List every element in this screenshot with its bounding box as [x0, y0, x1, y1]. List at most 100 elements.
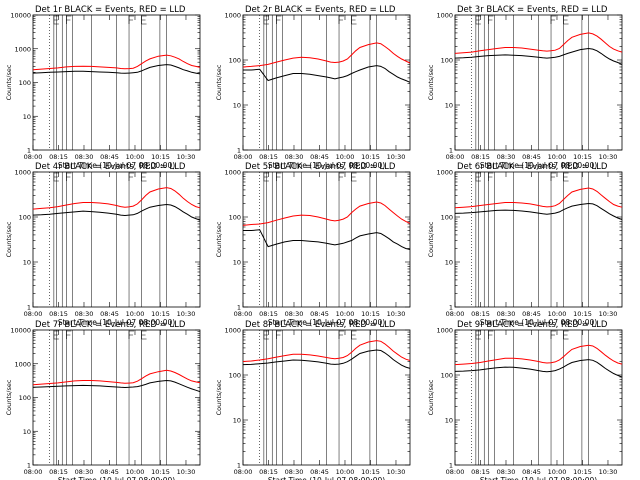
lld-series-line: [454, 187, 623, 209]
lld-series-line: [242, 42, 411, 68]
y-tick-label: 1: [449, 304, 453, 312]
mark-E: [141, 172, 147, 182]
mark-E: [563, 172, 569, 182]
events-series-line: [454, 202, 623, 220]
x-tick-label: 08:00: [234, 153, 253, 161]
x-tick-label: 08:30: [285, 310, 304, 318]
mark-F: [276, 330, 282, 339]
x-tick-label: 10:15: [573, 310, 592, 318]
y-tick-label: 100: [19, 394, 31, 402]
mark-F: [276, 15, 282, 24]
x-tick-label: 10:15: [361, 310, 380, 318]
panel-title: Det 9r BLACK = Events, RED = LLD: [457, 320, 608, 330]
x-tick-label: 08:45: [522, 153, 541, 161]
y-tick-label: 10: [233, 417, 241, 425]
mark-E: [53, 15, 59, 25]
panel-title: Det 2r BLACK = Events, RED = LLD: [245, 5, 396, 15]
mark-F: [276, 172, 282, 181]
y-tick-label: 1: [27, 304, 31, 312]
mark-E: [53, 330, 59, 340]
x-tick-label: 08:45: [522, 310, 541, 318]
events-series-line: [32, 64, 201, 75]
x-axis-label: Start Time (10-Jul-07 08:00:00): [58, 476, 175, 480]
panel-title: Det 4r BLACK = Events, RED = LLD: [35, 162, 186, 172]
panel-5: Det 5r BLACK = Events, RED = LLD 1 10 100 10…: [215, 162, 411, 327]
mark-E: [263, 15, 269, 25]
mark-E: [475, 15, 481, 25]
x-tick-label: 08:15: [471, 468, 490, 476]
x-tick-label: 08:00: [446, 310, 465, 318]
lld-series-line: [32, 369, 201, 386]
mark-F: [128, 330, 135, 339]
x-tick-label: 08:00: [24, 153, 43, 161]
x-tick-label: 10:15: [573, 468, 592, 476]
x-axis-label: Start Time (10-Jul-07 08:00:00): [480, 161, 597, 170]
y-tick-label: 100: [441, 214, 453, 222]
x-tick-label: 08:00: [446, 153, 465, 161]
y-axis-label: Counts/sec: [5, 221, 13, 257]
panel-9: Det 9r BLACK = Events, RED = LLD 1 10 100 10…: [427, 320, 623, 480]
mark-F: [550, 15, 557, 24]
mark-F: [66, 172, 72, 181]
events-series-line: [243, 229, 411, 250]
x-tick-label: 08:15: [49, 468, 68, 476]
panel-4: Det 4r BLACK = Events, RED = LLD 1 10 100 10…: [5, 162, 201, 327]
mark-F: [550, 330, 557, 339]
y-tick-label: 1000: [436, 12, 453, 20]
lld-series-line: [242, 201, 411, 226]
mark-F: [128, 172, 135, 181]
y-axis-label: Counts/sec: [215, 379, 223, 415]
lld-series-line: [242, 340, 411, 362]
x-tick-label: 10:30: [177, 310, 196, 318]
x-tick-label: 08:15: [471, 153, 490, 161]
x-tick-label: 08:15: [49, 153, 68, 161]
x-tick-label: 10:30: [177, 468, 196, 476]
y-tick-label: 10: [445, 417, 453, 425]
mark-E: [563, 15, 569, 25]
panel-6: Det 6r BLACK = Events, RED = LLD 1 10 100 10…: [427, 162, 623, 327]
x-tick-label: 10:00: [126, 310, 145, 318]
events-series-line: [454, 47, 623, 65]
y-tick-label: 10: [233, 102, 241, 110]
y-tick-label: 1000: [14, 169, 31, 177]
x-tick-label: 10:15: [361, 153, 380, 161]
x-tick-label: 10:15: [151, 310, 170, 318]
x-axis-label: Start Time (10-Jul-07 08:00:00): [58, 161, 175, 170]
mark-F: [488, 330, 494, 339]
x-tick-label: 10:30: [599, 153, 618, 161]
y-axis-label: Counts/sec: [427, 64, 435, 100]
y-tick-label: 1000: [224, 327, 241, 335]
y-tick-label: 10: [23, 113, 31, 121]
mark-F: [338, 15, 345, 24]
x-tick-label: 10:15: [151, 153, 170, 161]
mark-E: [351, 330, 357, 340]
x-tick-label: 08:15: [259, 153, 278, 161]
panel-title: Det 3r BLACK = Events, RED = LLD: [457, 5, 608, 15]
x-axis-label: Start Time (10-Jul-07 08:00:00): [268, 476, 385, 480]
y-tick-label: 1000: [14, 360, 31, 368]
y-tick-label: 1: [27, 147, 31, 155]
x-tick-label: 08:00: [446, 468, 465, 476]
x-axis-label: Start Time (10-Jul-07 08:00:00): [58, 318, 175, 327]
x-tick-label: 10:00: [336, 468, 355, 476]
x-tick-label: 10:00: [336, 310, 355, 318]
x-tick-label: 08:30: [497, 310, 516, 318]
panel-title: Det 6r BLACK = Events, RED = LLD: [457, 162, 608, 172]
y-axis-label: Counts/sec: [5, 379, 13, 415]
y-tick-label: 100: [19, 214, 31, 222]
events-series-line: [32, 379, 201, 393]
mark-F: [488, 15, 494, 24]
y-axis-label: Counts/sec: [215, 64, 223, 100]
mark-F: [338, 330, 345, 339]
mark-E: [563, 330, 569, 340]
events-series-line: [32, 203, 201, 221]
y-tick-label: 10: [445, 102, 453, 110]
y-tick-label: 100: [441, 372, 453, 380]
x-tick-label: 10:15: [573, 153, 592, 161]
y-tick-label: 1: [27, 462, 31, 470]
x-tick-label: 08:30: [285, 153, 304, 161]
y-tick-label: 1: [449, 462, 453, 470]
panel-1: Det 1r BLACK = Events, RED = LLD 1 10 100 10…: [5, 5, 201, 170]
x-tick-label: 08:45: [522, 468, 541, 476]
